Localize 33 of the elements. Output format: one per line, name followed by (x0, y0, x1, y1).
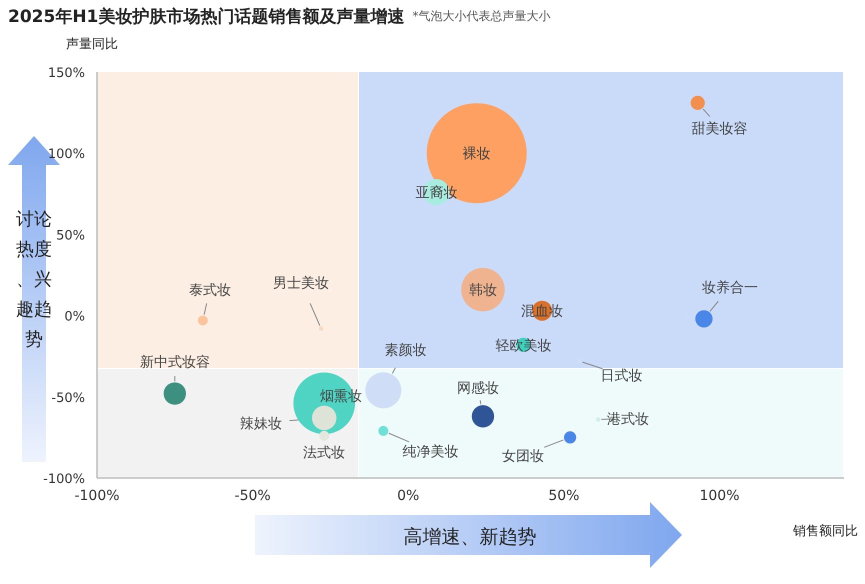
text: 高增速、新趋势 (404, 526, 536, 548)
y-tick-label: 150% (48, 66, 85, 81)
series-label: 亚裔妆 (415, 185, 458, 202)
y-tick-label: 50% (56, 228, 85, 244)
series-label: 新中式妆容 (140, 354, 210, 371)
series-label: 妆养合一 (702, 280, 758, 296)
series-label: 裸妆 (462, 146, 491, 162)
x-tick-label: 0% (397, 488, 420, 504)
series-label: 韩妆 (468, 282, 497, 299)
y-tick-label: -100% (43, 472, 85, 487)
series-label: 甜美妆容 (692, 120, 748, 137)
series-label: 泰式妆 (188, 282, 231, 298)
x-axis-title: 销售额同比 (792, 524, 858, 539)
text: 讨论热度、兴趣趋势 (16, 209, 52, 350)
series-label: 网感妆 (456, 380, 499, 396)
x-tick-label: 100% (699, 488, 740, 504)
y-axis-title: 声量同比 (66, 37, 118, 52)
x-tick-label: -50% (234, 488, 271, 504)
chart-subtitle: *气泡大小代表总声量大小 (412, 9, 550, 23)
series-label: 法式妆 (303, 444, 346, 461)
series-label: 日式妆 (600, 368, 642, 384)
text: 辣妹妆 (240, 416, 282, 432)
x-tick-label: 50% (548, 488, 580, 504)
text: 男士美妆 (273, 276, 330, 292)
series-label: 女团妆 (502, 448, 544, 464)
y-tick-label: 0% (64, 310, 85, 325)
y-tick-label: 100% (48, 147, 85, 162)
chart-title: 2025年H1美妆护肤市场热门话题销售额及声量增速 (8, 7, 404, 27)
series-label: 港式妆 (607, 412, 650, 428)
y-tick-label: -50% (51, 390, 85, 406)
series-label: 纯净美妆 (402, 444, 458, 460)
series-label: 素颜妆 (384, 342, 426, 358)
x-tick-label: -100% (74, 488, 120, 504)
